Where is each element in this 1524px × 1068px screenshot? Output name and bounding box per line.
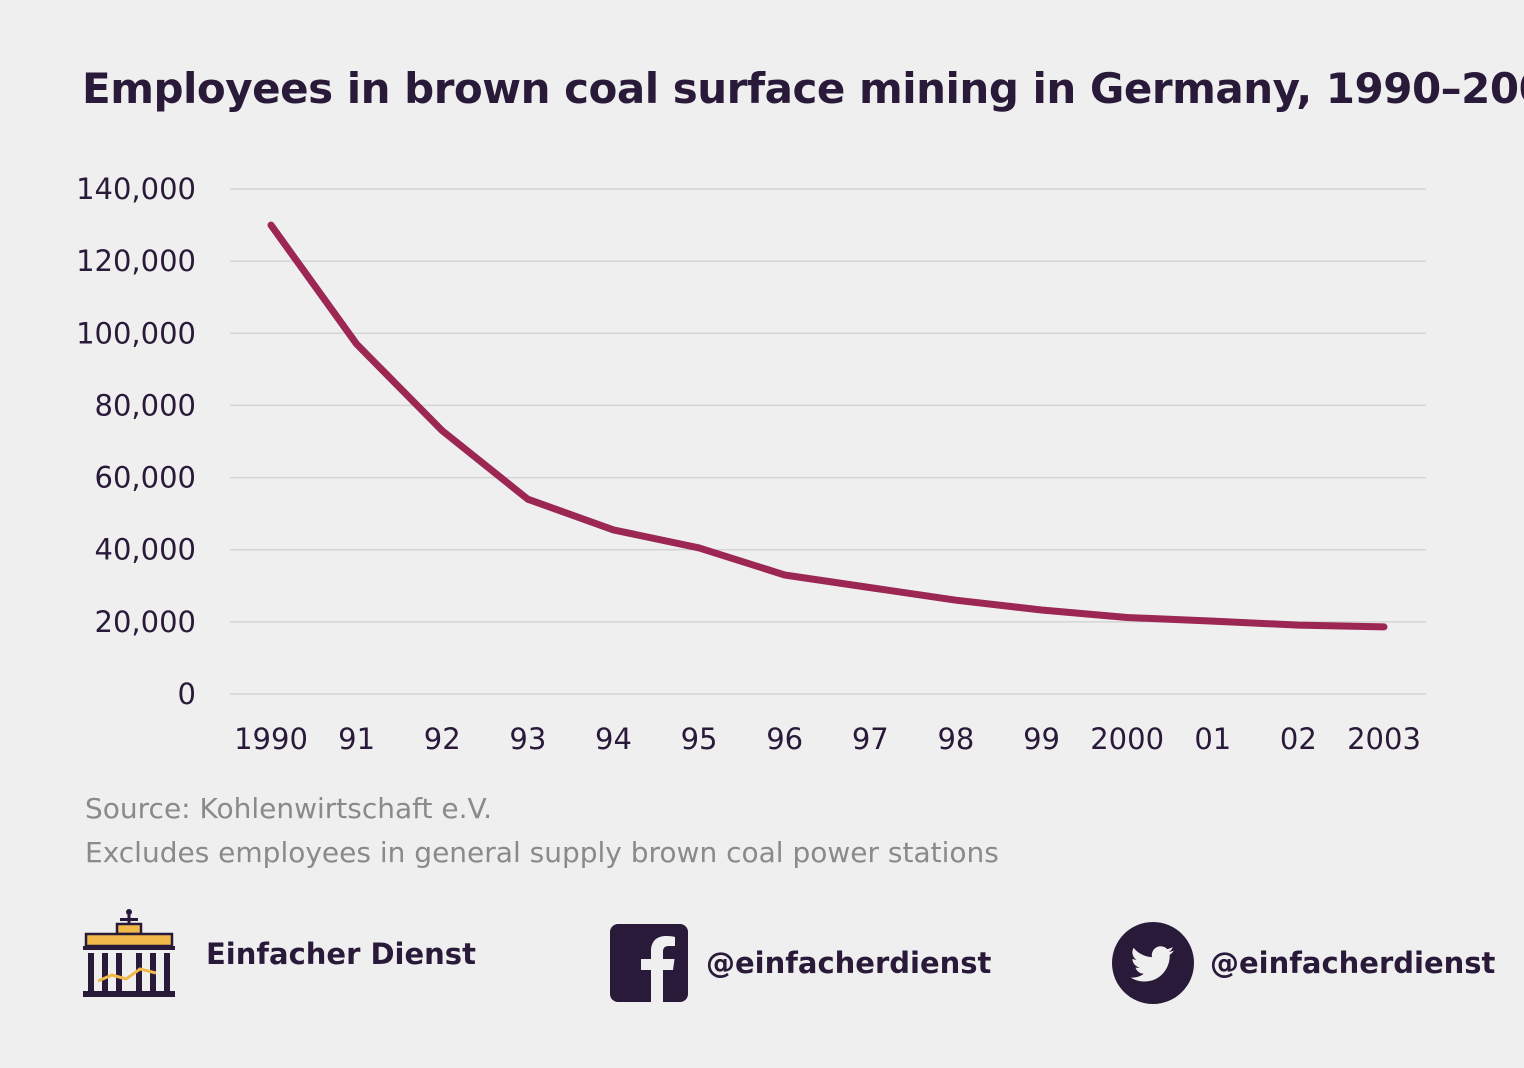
facebook-icon <box>610 924 688 1002</box>
line-chart: 0 20,000 40,000 60,000 80,000 100,000 120,000 1… <box>76 172 1426 756</box>
x-axis-ticks: 1990 91 92 93 94 95 96 97 98 99 2000 01 02 2003 <box>234 722 1421 756</box>
x-tick-label: 98 <box>937 722 974 756</box>
x-tick-label: 97 <box>852 722 889 756</box>
brand: Einfacher Dienst <box>82 905 476 1003</box>
x-tick-label: 2003 <box>1347 722 1421 756</box>
x-tick-label: 92 <box>424 722 461 756</box>
series-layer <box>267 221 1388 631</box>
y-tick-label: 80,000 <box>95 388 196 422</box>
x-tick-label: 95 <box>681 722 718 756</box>
x-tick-label: 93 <box>509 722 546 756</box>
y-tick-label: 40,000 <box>95 533 196 567</box>
y-tick-label: 140,000 <box>76 172 196 206</box>
y-tick-label: 20,000 <box>95 605 196 639</box>
y-tick-label: 100,000 <box>76 316 196 350</box>
y-tick-label: 120,000 <box>76 244 196 278</box>
chart-title: Employees in brown coal surface mining i… <box>82 64 1524 113</box>
x-tick-label: 02 <box>1280 722 1317 756</box>
series-line <box>267 221 1388 631</box>
x-tick-label: 01 <box>1194 722 1231 756</box>
facebook-handle: @einfacherdienst <box>706 946 992 980</box>
twitter-handle: @einfacherdienst <box>1210 946 1496 980</box>
x-tick-label: 91 <box>338 722 375 756</box>
exclusion-note: Excludes employees in general supply bro… <box>85 836 999 869</box>
source-note: Source: Kohlenwirtschaft e.V. <box>85 792 492 825</box>
y-tick-label: 60,000 <box>95 461 196 495</box>
grid-lines <box>230 188 1426 695</box>
x-tick-label: 2000 <box>1090 722 1164 756</box>
facebook-link[interactable]: @einfacherdienst <box>610 924 991 1002</box>
twitter-link[interactable]: @einfacherdienst <box>1112 922 1495 1004</box>
x-tick-label: 96 <box>766 722 803 756</box>
x-tick-label: 94 <box>595 722 632 756</box>
twitter-bird-icon <box>1112 922 1194 1004</box>
x-tick-label: 1990 <box>234 722 308 756</box>
y-tick-label: 0 <box>178 677 196 711</box>
brandenburg-gate-icon <box>82 905 176 1003</box>
y-axis-ticks: 0 20,000 40,000 60,000 80,000 100,000 120,000 1… <box>76 172 196 711</box>
brand-name: Einfacher Dienst <box>206 937 476 971</box>
x-tick-label: 99 <box>1023 722 1060 756</box>
